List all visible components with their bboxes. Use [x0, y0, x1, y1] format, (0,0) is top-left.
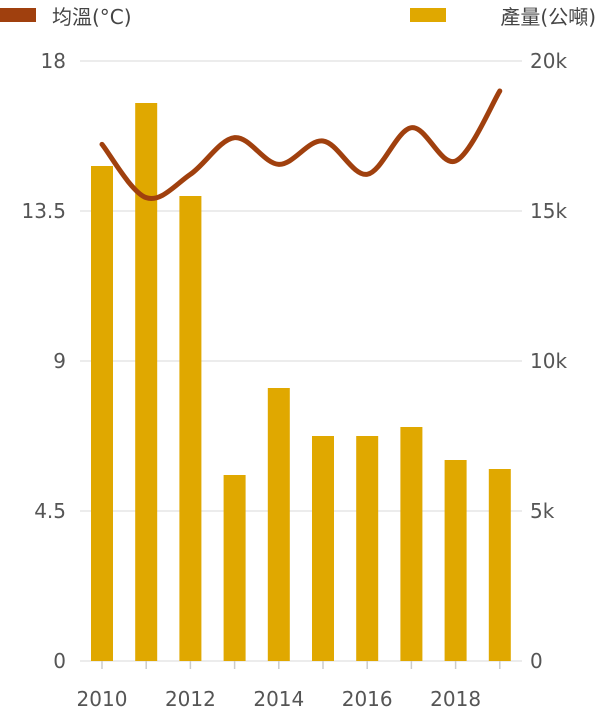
- bars: [91, 103, 511, 661]
- bar: [267, 388, 290, 661]
- left-axis-tick-label: 18: [41, 49, 66, 73]
- right-axis-tick-label: 5k: [530, 499, 555, 523]
- bar: [91, 166, 113, 661]
- legend-swatch-temperature: [0, 8, 36, 22]
- left-axis-tick-label: 4.5: [34, 499, 66, 523]
- right-axis-tick-label: 10k: [530, 349, 567, 373]
- right-axis-tick-label: 15k: [530, 199, 567, 223]
- axes: 0 0 4.5 5k 9 10k 13.5 15k 18 20k 2010 2012 2014 2016 2…: [21, 49, 567, 711]
- left-axis-tick-label: 13.5: [21, 199, 66, 223]
- legend-label-temperature: 均溫(°C): [52, 5, 132, 29]
- legend-swatch-production: [410, 8, 446, 22]
- bar: [179, 196, 202, 661]
- right-axis-tick-label: 0: [530, 649, 543, 673]
- bar: [400, 427, 423, 661]
- x-axis-tick-label: 2012: [165, 687, 216, 711]
- x-axis-tick-label: 2014: [253, 687, 304, 711]
- left-axis-tick-label: 9: [53, 349, 66, 373]
- temperature-line: [99, 88, 503, 201]
- bar: [312, 436, 334, 661]
- legend-label-production: 產量(公噸): [500, 5, 596, 29]
- x-axis-tick-label: 2018: [430, 687, 481, 711]
- bar: [223, 475, 246, 661]
- right-axis-tick-label: 20k: [530, 49, 567, 73]
- x-axis-tick-label: 2016: [342, 687, 393, 711]
- line-series: [99, 88, 503, 201]
- legend: 均溫(°C) 產量(公噸): [0, 5, 596, 29]
- x-axis-tick-label: 2010: [77, 687, 128, 711]
- bar: [135, 103, 158, 661]
- bar: [356, 436, 379, 661]
- bar: [444, 460, 467, 661]
- bar: [488, 469, 511, 661]
- left-axis-tick-label: 0: [53, 649, 66, 673]
